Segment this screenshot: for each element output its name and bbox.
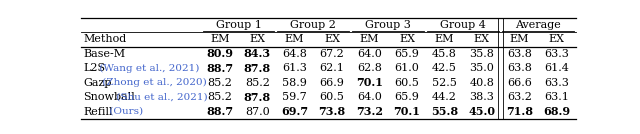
Text: 85.2: 85.2 bbox=[207, 92, 232, 102]
Text: 65.9: 65.9 bbox=[394, 49, 419, 59]
Text: EM: EM bbox=[509, 34, 529, 44]
Text: 87.8: 87.8 bbox=[244, 92, 271, 103]
Text: L2S: L2S bbox=[83, 63, 106, 73]
Text: Group 3: Group 3 bbox=[365, 20, 412, 30]
Text: Group 4: Group 4 bbox=[440, 20, 486, 30]
Text: 87.8: 87.8 bbox=[244, 63, 271, 74]
Text: 73.8: 73.8 bbox=[319, 106, 346, 117]
Text: 65.9: 65.9 bbox=[394, 92, 419, 102]
Text: 63.8: 63.8 bbox=[507, 49, 532, 59]
Text: 70.1: 70.1 bbox=[356, 77, 383, 88]
Text: 80.9: 80.9 bbox=[206, 48, 233, 59]
Text: 63.2: 63.2 bbox=[507, 92, 532, 102]
Text: EX: EX bbox=[399, 34, 415, 44]
Text: 45.0: 45.0 bbox=[468, 106, 495, 117]
Text: 61.0: 61.0 bbox=[394, 63, 419, 73]
Text: 71.8: 71.8 bbox=[506, 106, 533, 117]
Text: 68.9: 68.9 bbox=[543, 106, 570, 117]
Text: 64.8: 64.8 bbox=[282, 49, 307, 59]
Text: 85.2: 85.2 bbox=[244, 78, 269, 88]
Text: 66.9: 66.9 bbox=[319, 78, 344, 88]
Text: (Zhong et al., 2020): (Zhong et al., 2020) bbox=[99, 78, 207, 87]
Text: EX: EX bbox=[548, 34, 564, 44]
Text: 62.1: 62.1 bbox=[319, 63, 344, 73]
Text: 42.5: 42.5 bbox=[432, 63, 457, 73]
Text: (Ours): (Ours) bbox=[106, 107, 143, 116]
Text: 60.5: 60.5 bbox=[319, 92, 344, 102]
Text: EM: EM bbox=[285, 34, 305, 44]
Text: Average: Average bbox=[515, 20, 561, 30]
Text: 52.5: 52.5 bbox=[432, 78, 457, 88]
Text: EM: EM bbox=[210, 34, 230, 44]
Text: (Wang et al., 2021): (Wang et al., 2021) bbox=[96, 64, 200, 73]
Text: Refill: Refill bbox=[83, 107, 113, 117]
Text: Base-M: Base-M bbox=[83, 49, 125, 59]
Text: Group 1: Group 1 bbox=[216, 20, 261, 30]
Text: EX: EX bbox=[474, 34, 490, 44]
Text: 63.1: 63.1 bbox=[545, 92, 569, 102]
Text: (Shu et al., 2021): (Shu et al., 2021) bbox=[113, 93, 207, 102]
Text: 88.7: 88.7 bbox=[206, 63, 234, 74]
Text: 58.9: 58.9 bbox=[282, 78, 307, 88]
Text: 63.3: 63.3 bbox=[545, 49, 569, 59]
Text: 59.7: 59.7 bbox=[282, 92, 307, 102]
Text: 64.0: 64.0 bbox=[357, 92, 382, 102]
Text: 85.2: 85.2 bbox=[207, 78, 232, 88]
Text: Gazp: Gazp bbox=[83, 78, 112, 88]
Text: 35.0: 35.0 bbox=[470, 63, 494, 73]
Text: 63.3: 63.3 bbox=[545, 78, 569, 88]
Text: 44.2: 44.2 bbox=[432, 92, 457, 102]
Text: 35.8: 35.8 bbox=[470, 49, 494, 59]
Text: 66.6: 66.6 bbox=[507, 78, 532, 88]
Text: 61.3: 61.3 bbox=[282, 63, 307, 73]
Text: 88.7: 88.7 bbox=[206, 106, 234, 117]
Text: 63.8: 63.8 bbox=[507, 63, 532, 73]
Text: Group 2: Group 2 bbox=[291, 20, 336, 30]
Text: EM: EM bbox=[435, 34, 454, 44]
Text: 45.8: 45.8 bbox=[432, 49, 457, 59]
Text: 61.4: 61.4 bbox=[545, 63, 569, 73]
Text: 67.2: 67.2 bbox=[320, 49, 344, 59]
Text: 70.1: 70.1 bbox=[394, 106, 420, 117]
Text: 69.7: 69.7 bbox=[281, 106, 308, 117]
Text: 40.8: 40.8 bbox=[470, 78, 494, 88]
Text: EM: EM bbox=[360, 34, 380, 44]
Text: 84.3: 84.3 bbox=[244, 48, 271, 59]
Text: 64.0: 64.0 bbox=[357, 49, 382, 59]
Text: EX: EX bbox=[249, 34, 265, 44]
Text: 55.8: 55.8 bbox=[431, 106, 458, 117]
Text: 73.2: 73.2 bbox=[356, 106, 383, 117]
Text: 38.3: 38.3 bbox=[470, 92, 494, 102]
Text: Method: Method bbox=[83, 34, 127, 44]
Text: 60.5: 60.5 bbox=[394, 78, 419, 88]
Text: 87.0: 87.0 bbox=[245, 107, 269, 117]
Text: Snowball: Snowball bbox=[83, 92, 135, 102]
Text: 62.8: 62.8 bbox=[357, 63, 382, 73]
Text: EX: EX bbox=[324, 34, 340, 44]
